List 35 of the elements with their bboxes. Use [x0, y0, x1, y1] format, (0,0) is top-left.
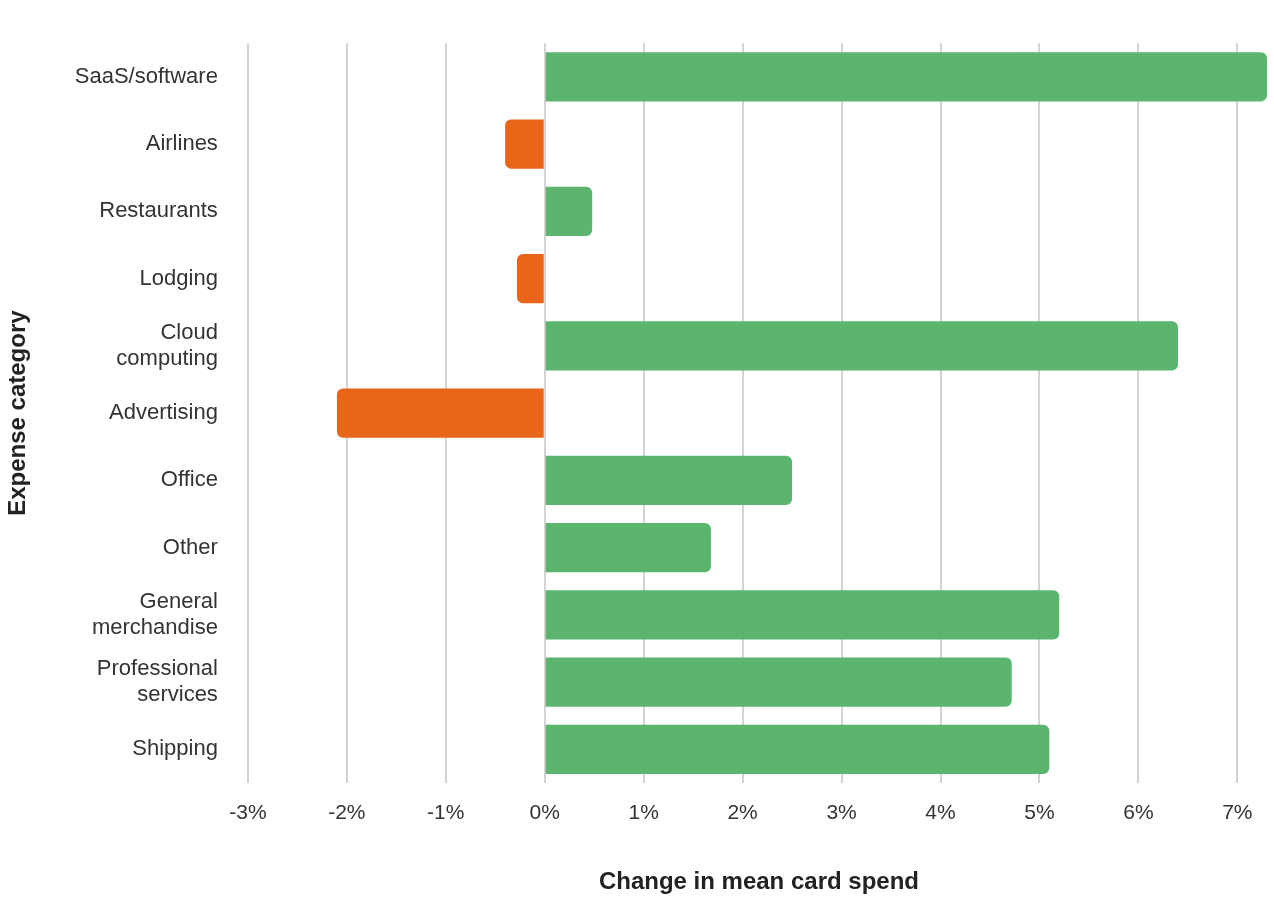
- bar: [545, 657, 1012, 707]
- x-axis-title: Change in mean card spend: [598, 867, 919, 895]
- x-tick-label: 3%: [826, 800, 857, 824]
- x-tick-label: 6%: [1123, 800, 1154, 824]
- bar: [517, 254, 544, 304]
- x-tick-label: 1%: [628, 800, 659, 824]
- bar: [545, 724, 1050, 774]
- y-tick-label: Professional services: [96, 654, 218, 707]
- x-tick-label: 7%: [1222, 800, 1253, 824]
- y-tick-label: Other: [162, 533, 218, 559]
- bar: [336, 388, 544, 438]
- x-tick-label: -3%: [229, 800, 267, 824]
- y-tick-label: Lodging: [139, 264, 218, 290]
- bar: [505, 119, 544, 169]
- bar: [545, 590, 1060, 640]
- x-tick-label: 2%: [727, 800, 758, 824]
- bar: [545, 186, 593, 236]
- x-tick-label: 5%: [1024, 800, 1055, 824]
- bar: [545, 455, 793, 505]
- y-tick-label: Office: [160, 466, 218, 492]
- bar: [545, 523, 711, 573]
- y-tick-label: Airlines: [145, 130, 218, 156]
- x-tick-label: 0%: [529, 800, 560, 824]
- y-tick-label: SaaS/software: [74, 62, 218, 88]
- x-tick-label: 4%: [925, 800, 956, 824]
- bar: [545, 52, 1268, 102]
- y-tick-label: Restaurants: [99, 197, 218, 223]
- y-tick-label: Advertising: [109, 399, 218, 425]
- x-tick-label: -2%: [328, 800, 366, 824]
- y-tick-label: Cloud computing: [116, 318, 218, 371]
- x-tick-label: -1%: [427, 800, 465, 824]
- y-tick-label: Shipping: [132, 735, 218, 761]
- bar: [545, 321, 1178, 371]
- y-axis-title: Expense category: [3, 309, 31, 516]
- y-tick-label: General merchandise: [91, 587, 218, 640]
